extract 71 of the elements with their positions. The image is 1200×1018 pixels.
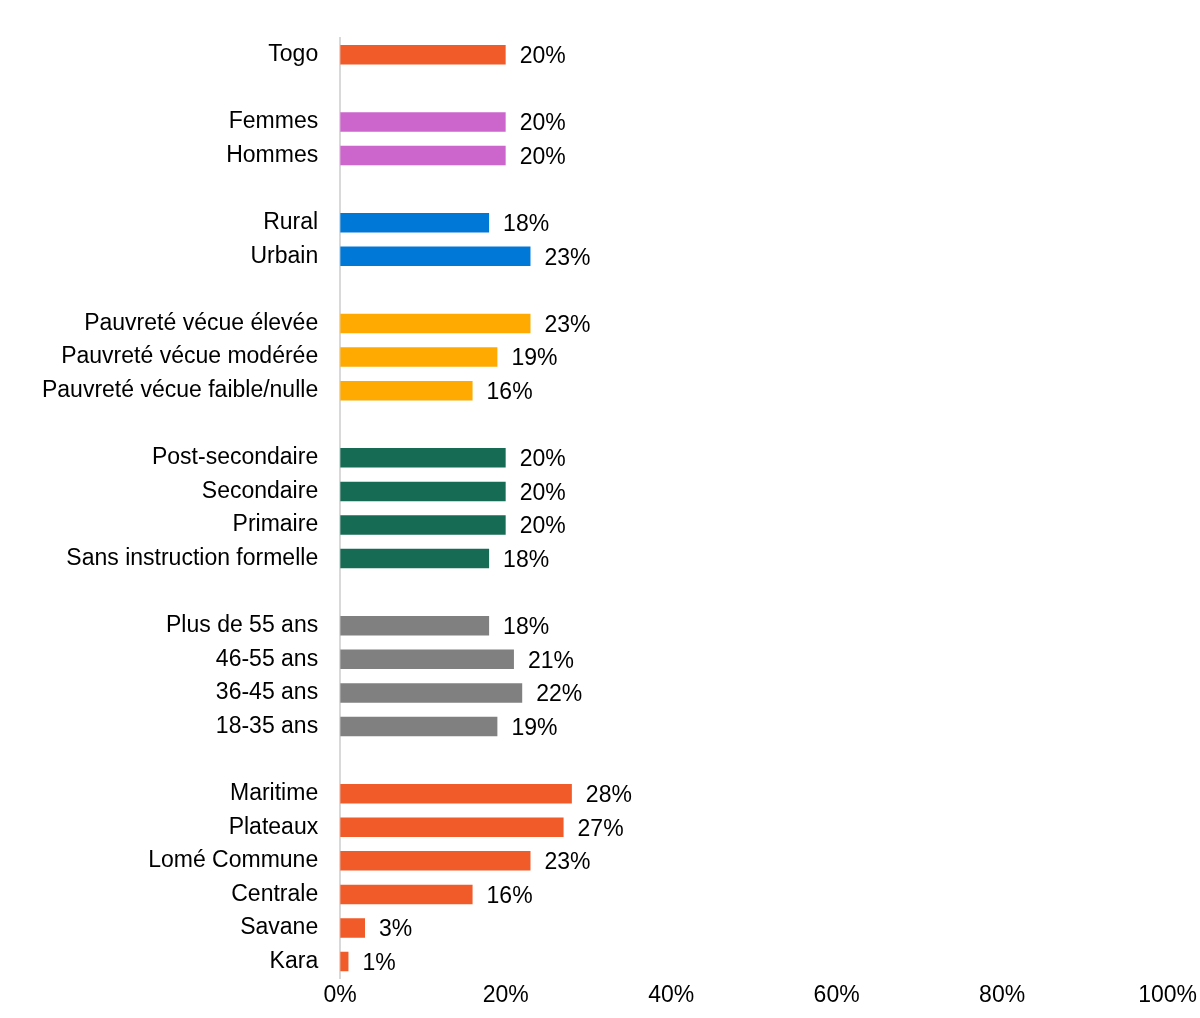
bar [340,45,506,65]
data-label: 20% [519,109,566,136]
y-tick-label: Plateaux [228,812,319,839]
data-label: 3% [379,915,413,942]
data-label: 20% [519,142,566,169]
data-label: 23% [544,243,591,270]
data-label: 18% [503,545,550,572]
data-label: 16% [486,881,533,908]
bar [340,716,498,737]
y-tick-label: Pauvreté vécue modérée [61,342,319,369]
x-tick-label: 80% [979,980,1026,1007]
y-tick-label: Plus de 55 ans [166,611,319,638]
y-tick-label: 46-55 ans [215,644,319,671]
y-tick-label: Primaire [232,510,319,537]
data-label: 23% [544,848,591,875]
bar [340,783,572,804]
y-tick-label: Femmes [228,107,319,134]
data-label: 21% [527,646,574,673]
y-tick-label: Maritime [230,779,319,806]
y-tick-label: Urbain [250,241,319,268]
bar [340,548,490,569]
bar [340,212,490,233]
data-label: 23% [544,310,591,337]
x-tick-label: 60% [813,980,860,1007]
data-label: 27% [577,814,624,841]
y-tick-label: 36-45 ans [215,678,319,705]
bar [340,649,514,670]
bar [340,918,365,938]
bar [340,884,473,905]
data-label: 1% [362,948,396,975]
x-tick-label: 20% [482,980,529,1007]
y-tick-label: Post-secondaire [151,443,319,470]
y-tick-label: Kara [269,946,319,973]
bar [340,616,490,636]
x-tick-label: 40% [648,980,695,1007]
bar [340,481,506,502]
y-tick-label: 18-35 ans [215,711,319,738]
bar [340,246,531,267]
y-tick-label: Lomé Commune [148,846,319,873]
bar [340,380,473,401]
bar [340,448,506,468]
y-tick-label: Pauvreté vécue faible/nulle [41,375,319,402]
bar [340,817,564,837]
bar [340,145,506,166]
x-tick-label: 0% [323,980,357,1007]
bar [340,515,506,535]
data-label: 22% [536,680,583,707]
data-label: 19% [511,713,558,740]
data-label: 18% [503,613,550,640]
data-label: 19% [511,344,558,371]
data-label: 20% [519,445,566,472]
bar [340,851,531,871]
x-tick-label: 100% [1138,980,1197,1007]
data-label: 28% [585,781,632,808]
data-label: 16% [486,377,533,404]
y-tick-label: Sans instruction formelle [66,543,319,570]
bar [340,683,523,703]
bar [340,313,531,334]
data-label: 20% [519,512,566,539]
bar [340,112,506,132]
bar [340,347,498,367]
y-tick-label: Savane [240,913,319,940]
y-tick-label: Centrale [231,879,319,906]
data-label: 20% [519,478,566,505]
y-tick-label: Hommes [226,140,319,167]
y-tick-label: Togo [268,40,319,67]
y-tick-label: Pauvreté vécue élevée [84,308,319,335]
y-tick-label: Secondaire [201,476,319,503]
y-tick-label: Rural [263,208,319,235]
data-label: 18% [503,210,550,237]
data-label: 20% [519,42,566,69]
